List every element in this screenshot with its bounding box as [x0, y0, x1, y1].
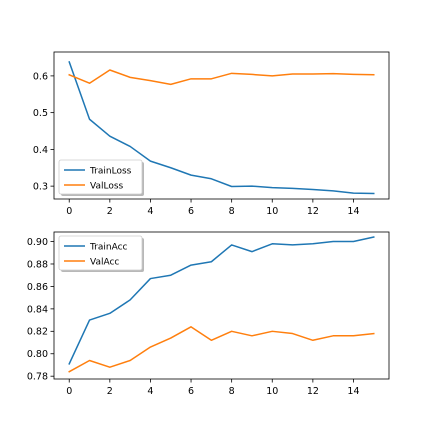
- acc-x-tick-label: 6: [188, 386, 194, 397]
- acc-legend: TrainAcc ValAcc: [58, 235, 144, 272]
- acc-y-tick-label: 0.90: [27, 237, 48, 248]
- acc-series-valacc-line: [68, 326, 375, 373]
- acc-legend-label: TrainAcc: [89, 242, 128, 252]
- loss-y-tick-label: 0.6: [33, 71, 48, 82]
- loss-x-tick-label: 10: [266, 206, 278, 217]
- acc-x-tick-label: 8: [229, 386, 235, 397]
- accuracy-chart: 0 2 4 6 8 10 12 14 0.78 0.80 0.82 0.84 0.86 0.88 0.90 T…: [27, 231, 390, 397]
- acc-legend-label: ValAcc: [90, 257, 119, 267]
- loss-y-tick-label: 0.4: [33, 145, 48, 156]
- loss-series-valloss-line: [68, 69, 375, 86]
- loss-legend: TrainLoss ValLoss: [58, 159, 144, 196]
- loss-x-tick-label: 14: [347, 206, 359, 217]
- loss-axes-frame: [53, 51, 390, 200]
- acc-x-tick-label: 14: [347, 386, 359, 397]
- loss-x-tick-label: 8: [229, 206, 235, 217]
- acc-y-tick-label: 0.80: [27, 349, 48, 360]
- acc-series-trainacc-line: [68, 236, 375, 365]
- acc-x-tick-label: 0: [66, 386, 72, 397]
- loss-x-tick-label: 6: [188, 206, 194, 217]
- acc-x-tick-label: 10: [266, 386, 278, 397]
- loss-x-tick-label: 0: [66, 206, 72, 217]
- acc-axes-frame: [53, 231, 390, 380]
- loss-y-tick-label: 0.3: [33, 182, 48, 193]
- acc-y-tick-label: 0.82: [27, 327, 48, 338]
- loss-legend-label: ValLoss: [90, 181, 124, 191]
- loss-x-tick-label: 2: [107, 206, 113, 217]
- acc-x-tick-label: 4: [147, 386, 153, 397]
- acc-y-tick-label: 0.88: [27, 259, 48, 270]
- acc-x-tick-label: 12: [307, 386, 319, 397]
- loss-legend-label: TrainLoss: [89, 166, 132, 176]
- loss-x-tick-label: 12: [307, 206, 319, 217]
- acc-y-tick-label: 0.78: [27, 372, 48, 383]
- acc-x-tick-label: 2: [107, 386, 113, 397]
- acc-y-tick-label: 0.84: [27, 304, 48, 315]
- loss-series-trainloss-line: [68, 60, 375, 195]
- loss-x-tick-label: 4: [147, 206, 153, 217]
- loss-chart: 0 2 4 6 8 10 12 14 0.3 0.4 0.5 0.6 TrainLoss ValLoss: [33, 51, 390, 217]
- loss-y-tick-label: 0.5: [33, 108, 48, 119]
- acc-y-tick-label: 0.86: [27, 282, 48, 293]
